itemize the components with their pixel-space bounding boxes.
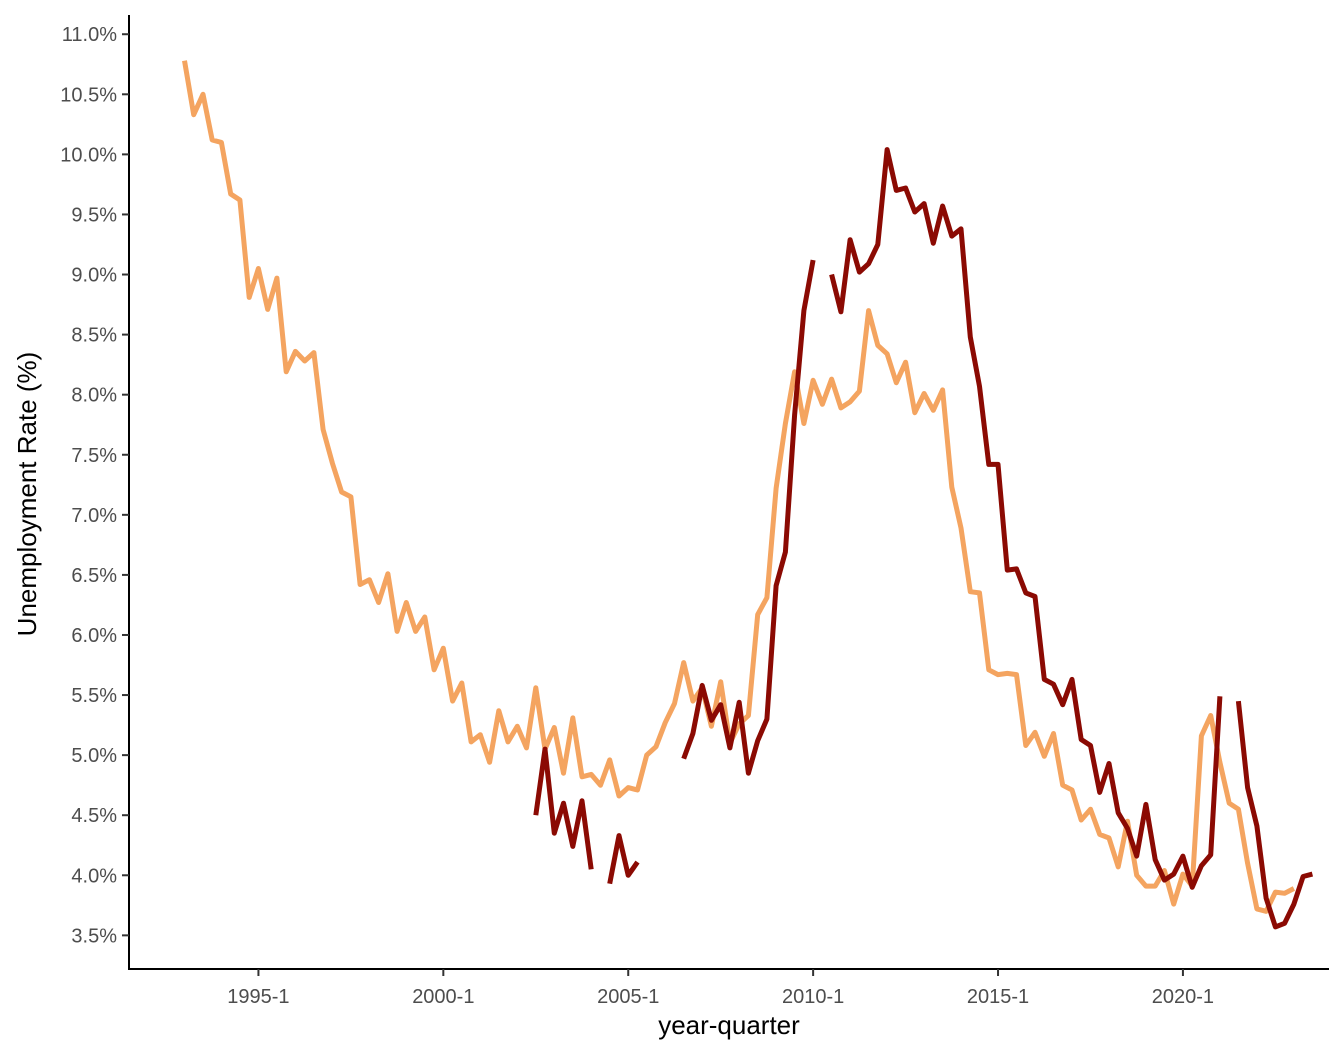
series-line-2 <box>533 746 594 870</box>
x-tick-label: 2010-1 <box>782 986 844 1008</box>
series-line-2 <box>681 259 816 776</box>
y-tick-label: 8.5% <box>71 325 117 347</box>
y-tick-label: 5.0% <box>71 745 117 767</box>
series-line-2 <box>1235 700 1314 930</box>
y-tick-label: 7.0% <box>71 505 117 527</box>
series-line-1 <box>182 60 1296 914</box>
series-line-2 <box>829 147 1223 890</box>
x-axis-title: year-quarter <box>658 1010 800 1040</box>
x-tick-label: 2005-1 <box>597 986 659 1008</box>
y-tick-label: 5.5% <box>71 685 117 707</box>
y-tick-label: 3.5% <box>71 925 117 947</box>
x-tick-label: 1995-1 <box>227 986 289 1008</box>
y-tick-label: 7.5% <box>71 445 117 467</box>
x-axis-ticks: 1995-1 2000-1 2005-1 2010-1 2015-1 2020-1 <box>227 969 1214 1008</box>
y-tick-label: 10.0% <box>60 144 117 166</box>
y-tick-label: 6.5% <box>71 565 117 587</box>
x-tick-label: 2020-1 <box>1152 986 1214 1008</box>
y-tick-label: 9.5% <box>71 204 117 226</box>
y-tick-label: 6.0% <box>71 625 117 647</box>
series-line-2 <box>607 833 640 885</box>
series-layer <box>182 60 1314 930</box>
y-tick-label: 8.0% <box>71 385 117 407</box>
x-tick-label: 2015-1 <box>967 986 1029 1008</box>
y-tick-label: 9.0% <box>71 265 117 287</box>
y-tick-label: 10.5% <box>60 84 117 106</box>
y-tick-label: 4.0% <box>71 865 117 887</box>
y-axis-ticks: 3.5% 4.0% 4.5% 5.0% 5.5% 6.0% 6.5% 7.0% 7.5% 8.0%… <box>60 24 129 947</box>
x-tick-label: 2000-1 <box>412 986 474 1008</box>
y-tick-label: 4.5% <box>71 805 117 827</box>
y-axis-title: Unemployment Rate (%) <box>12 352 42 637</box>
y-tick-label: 11.0% <box>62 24 117 46</box>
